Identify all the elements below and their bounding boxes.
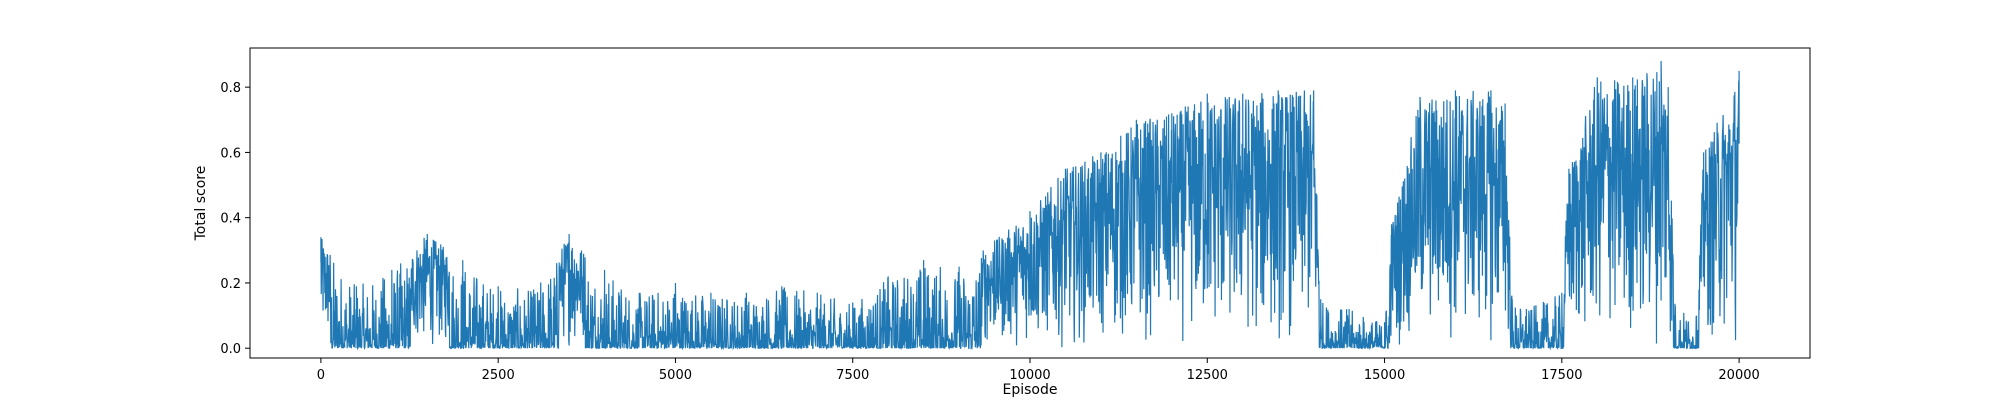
x-tick-label: 10000 bbox=[1009, 368, 1050, 383]
y-tick-label: 0.4 bbox=[220, 212, 241, 227]
y-axis: 0.0 0.2 0.4 0.6 0.8 bbox=[220, 81, 250, 357]
x-axis-label: Episode bbox=[1003, 382, 1058, 398]
y-tick-label: 0.0 bbox=[220, 342, 241, 357]
x-tick-label: 2500 bbox=[482, 368, 515, 383]
y-tick-label: 0.6 bbox=[220, 146, 241, 161]
x-axis: 0 2500 5000 7500 10000 12500 15000 17500 20000 bbox=[317, 358, 1760, 383]
y-tick-label: 0.2 bbox=[220, 277, 241, 292]
y-axis-label: Total score bbox=[193, 166, 209, 242]
series-layer bbox=[320, 61, 1740, 351]
x-tick-label: 20000 bbox=[1718, 368, 1759, 383]
x-tick-label: 17500 bbox=[1541, 368, 1582, 383]
x-tick-label: 7500 bbox=[836, 368, 869, 383]
x-tick-label: 12500 bbox=[1187, 368, 1228, 383]
score-series-line bbox=[320, 61, 1740, 351]
x-tick-label: 15000 bbox=[1364, 368, 1405, 383]
y-tick-label: 0.8 bbox=[220, 81, 241, 96]
x-tick-label: 5000 bbox=[659, 368, 692, 383]
x-tick-label: 0 bbox=[317, 368, 325, 383]
